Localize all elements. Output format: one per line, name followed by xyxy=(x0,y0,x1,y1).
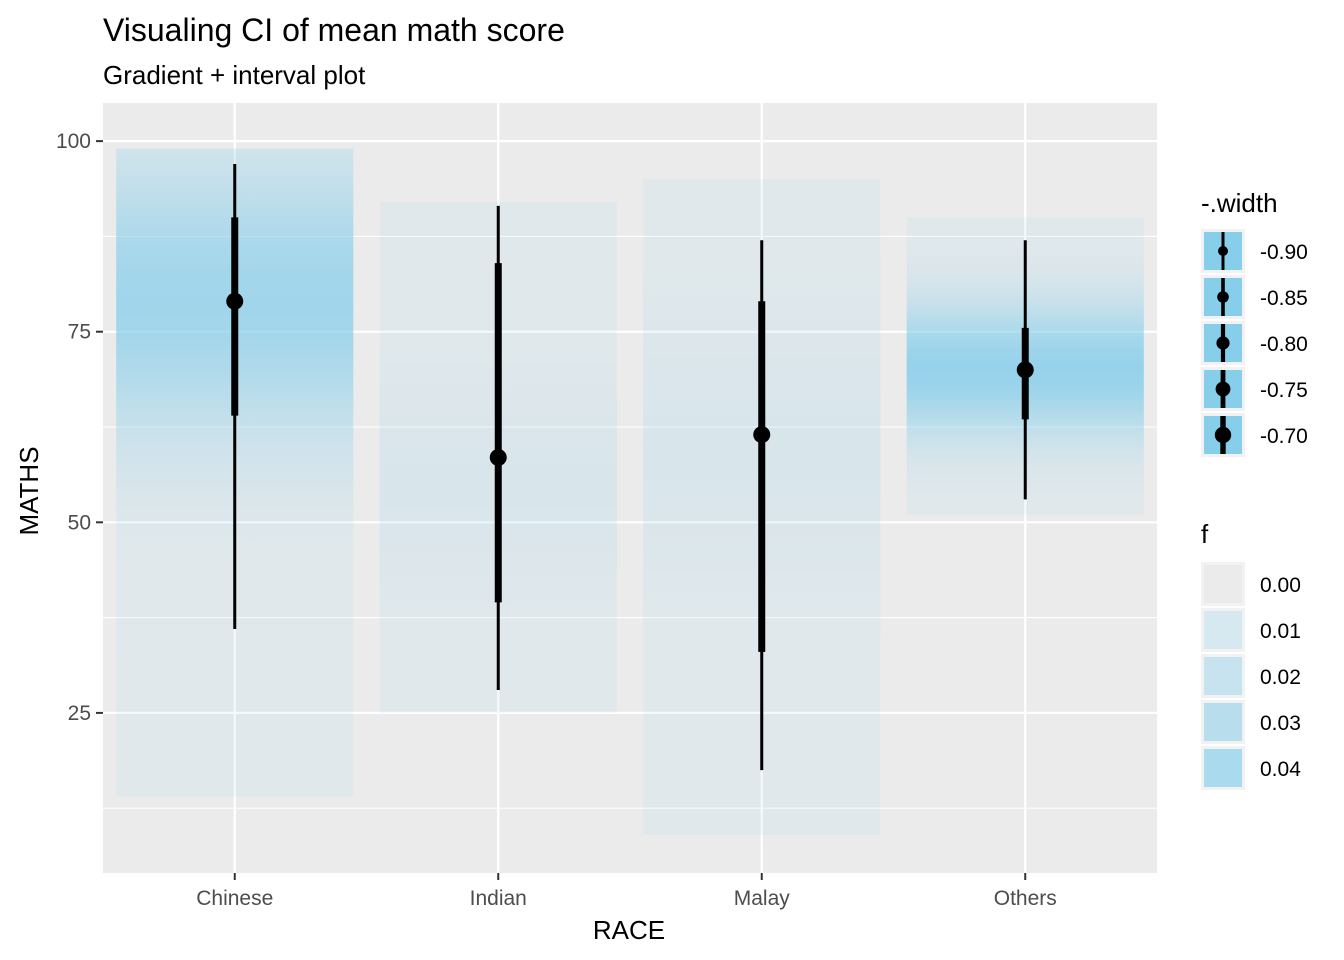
y-tick-label: 25 xyxy=(68,702,91,725)
legend-f-key-fill xyxy=(1204,565,1242,603)
legend-f-key-fill xyxy=(1204,657,1242,695)
y-tick-label: 75 xyxy=(68,321,91,344)
legend-width-label: -0.75 xyxy=(1260,379,1308,402)
legend-f-key-fill xyxy=(1204,703,1242,741)
legend-f-label: 0.04 xyxy=(1260,758,1301,781)
chart-subtitle: Gradient + interval plot xyxy=(103,60,366,90)
x-tick-label: Indian xyxy=(470,887,527,910)
legend-f-label: 0.03 xyxy=(1260,712,1301,735)
legend-f-label: 0.01 xyxy=(1260,620,1301,643)
mean-point-malay xyxy=(753,426,771,444)
legend-width-label: -0.70 xyxy=(1260,425,1308,448)
axes: 25 50 75 100 Chinese Indian Malay Others xyxy=(56,130,1057,910)
legend-width-key-point xyxy=(1215,381,1231,397)
legend-width-key-point xyxy=(1217,291,1229,303)
legend-width-title: -.width xyxy=(1201,188,1278,218)
legend-f-title: f xyxy=(1201,519,1209,549)
x-axis-title: RACE xyxy=(593,915,665,945)
legend-f-key-bg xyxy=(1201,608,1245,652)
legend-width-label: -0.85 xyxy=(1260,287,1308,310)
legend-f-label: 0.00 xyxy=(1260,574,1301,597)
x-tick-label: Chinese xyxy=(196,887,273,910)
legend-f-key-fill xyxy=(1204,749,1242,787)
legend-f-key-bg xyxy=(1201,654,1245,698)
y-tick-label: 50 xyxy=(68,511,91,534)
mean-point-indian xyxy=(489,449,507,467)
legend-f-label: 0.02 xyxy=(1260,666,1301,689)
legend-width-key-point xyxy=(1218,246,1228,256)
plot-marks xyxy=(116,148,1144,835)
legend-f-key-fill xyxy=(1204,611,1242,649)
y-axis-title: MATHS xyxy=(14,446,44,535)
legend-width-key-point xyxy=(1214,426,1232,444)
legend-width-key-point xyxy=(1216,336,1230,350)
legend-width-label: -0.90 xyxy=(1260,241,1308,264)
y-tick-label: 100 xyxy=(56,130,91,153)
chart-title: Visualing CI of mean math score xyxy=(103,12,565,48)
mean-point-chinese xyxy=(226,292,244,310)
x-tick-label: Malay xyxy=(734,887,791,910)
legend-width: -.width -0.90 -0.85 -0.80 -0.75 -0.70 xyxy=(1201,188,1308,457)
x-tick-label: Others xyxy=(994,887,1057,910)
legend-f: f 0.00 0.01 0.02 0.03 0.04 xyxy=(1201,519,1301,790)
legend-width-label: -0.80 xyxy=(1260,333,1308,356)
mean-point-others xyxy=(1016,361,1034,379)
